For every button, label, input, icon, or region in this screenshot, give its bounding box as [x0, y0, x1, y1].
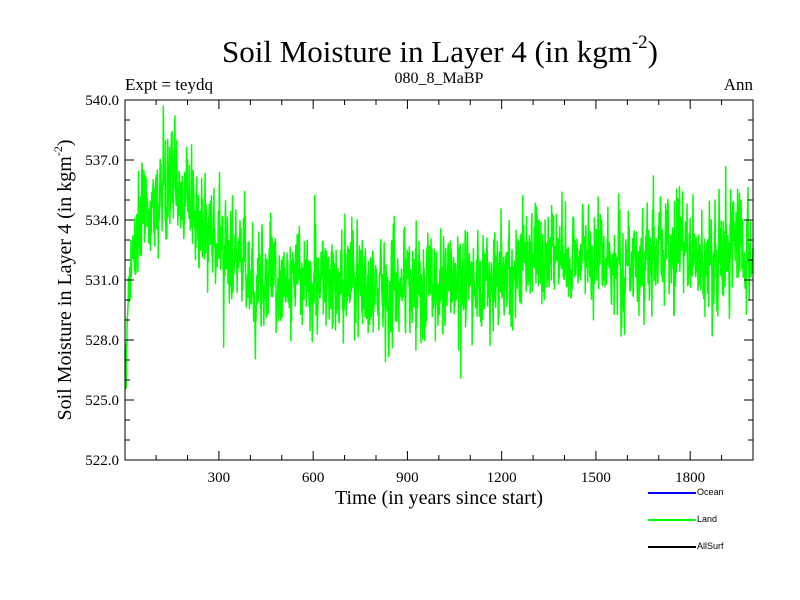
experiment-label: Expt = teydq — [125, 75, 213, 94]
legend-swatch-ocean — [648, 492, 696, 494]
y-tick-label: 522.0 — [85, 453, 119, 469]
y-tick-label: 540.0 — [85, 93, 119, 109]
x-axis-ticks: 300 600 900 1200 1500 1800 — [155, 100, 723, 486]
x-tick-label: 1800 — [675, 470, 705, 486]
y-tick-label: 537.0 — [85, 153, 119, 169]
x-tick-label: 600 — [302, 470, 325, 486]
x-tick-label: 1200 — [487, 470, 517, 486]
legend-label-ocean: Ocean — [697, 487, 724, 497]
y-tick-label: 525.0 — [85, 393, 119, 409]
y-tick-label: 531.0 — [85, 273, 119, 289]
chart-title: Soil Moisture in Layer 4 (in kgm-2) — [222, 32, 658, 69]
season-label: Ann — [723, 75, 753, 94]
y-tick-label: 528.0 — [85, 333, 119, 349]
x-axis-label: Time (in years since start) — [334, 487, 544, 509]
x-tick-label: 1500 — [581, 470, 611, 486]
chart-subtitle: 080_8_MaBP — [394, 70, 484, 87]
y-tick-label: 534.0 — [85, 213, 119, 229]
x-tick-label: 900 — [396, 470, 419, 486]
legend-swatch-land — [648, 519, 696, 521]
legend-label-allsurf: AllSurf — [697, 541, 724, 551]
series-line-land — [124, 105, 754, 390]
legend-label-land: Land — [697, 514, 718, 524]
legend-swatch-allsurf — [648, 546, 696, 548]
x-tick-label: 300 — [208, 470, 231, 486]
series-layer — [124, 105, 754, 390]
y-axis-ticks: 522.0 525.0 528.0 531.0 534.0 537.0 540.0 — [85, 93, 753, 469]
